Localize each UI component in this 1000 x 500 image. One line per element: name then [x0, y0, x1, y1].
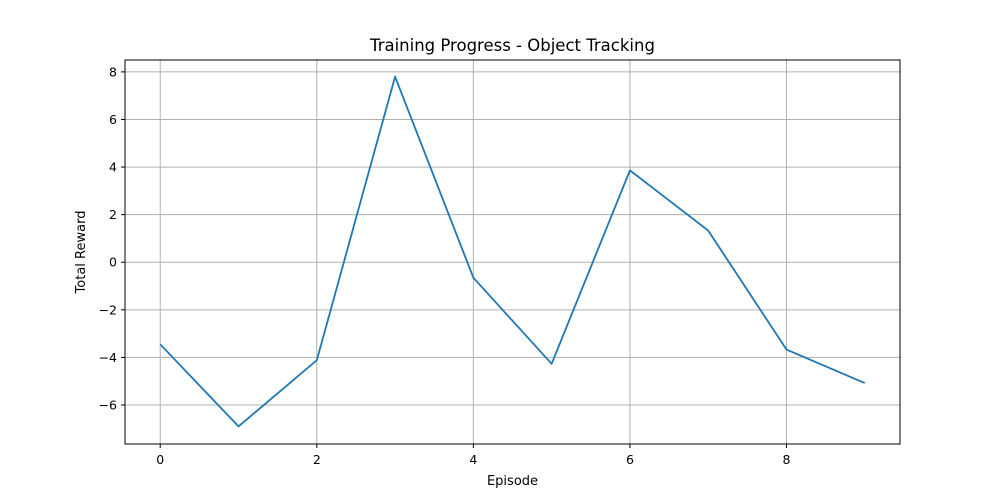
series-group	[159, 75, 866, 428]
y-tick-label: −4	[99, 350, 117, 365]
series-line	[159, 75, 866, 428]
grid	[125, 60, 900, 444]
x-tick-label: 2	[313, 452, 321, 467]
y-tick-label: 6	[109, 112, 117, 127]
y-axis: −6 −4 −2 0 2 4 6 8	[99, 64, 125, 412]
y-tick-label: −2	[99, 302, 117, 317]
chart-title: Training Progress - Object Tracking	[369, 36, 655, 55]
x-axis-label: Episode	[487, 474, 538, 489]
y-tick-label: 8	[109, 64, 117, 79]
x-axis: 0 2 4 6 8	[156, 444, 791, 467]
y-tick-label: 0	[109, 255, 117, 270]
x-tick-label: 6	[626, 452, 634, 467]
x-tick-label: 8	[783, 452, 791, 467]
x-tick-label: 4	[469, 452, 477, 467]
y-tick-label: 4	[109, 160, 117, 175]
y-axis-label: Total Reward	[74, 211, 89, 295]
y-tick-label: −6	[99, 397, 117, 412]
plot-frame	[124, 59, 901, 445]
x-tick-label: 0	[156, 452, 164, 467]
y-tick-label: 2	[109, 207, 117, 222]
